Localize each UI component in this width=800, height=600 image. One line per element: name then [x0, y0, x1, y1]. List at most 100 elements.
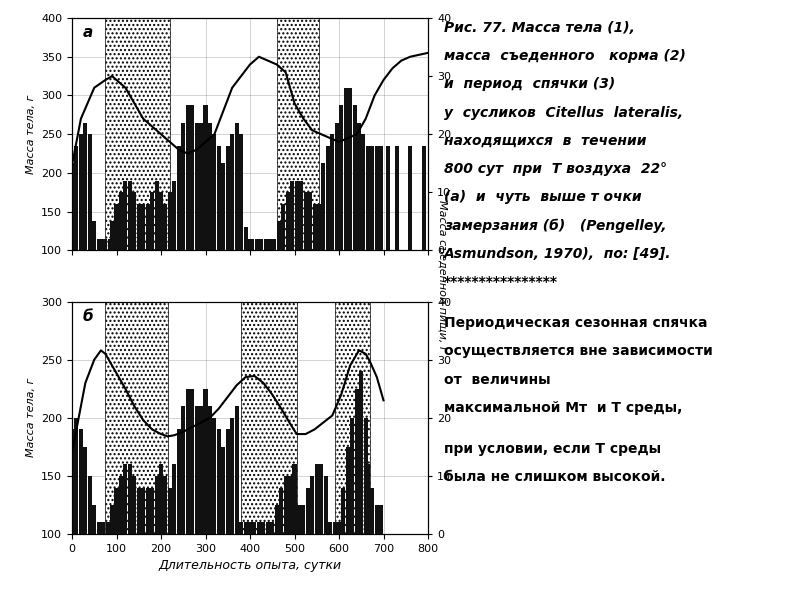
Bar	[366, 146, 370, 250]
Bar	[294, 181, 298, 250]
Bar	[364, 418, 368, 534]
Bar	[254, 239, 258, 250]
Bar	[330, 134, 334, 250]
Text: Рис. 77. Масса тела (1),: Рис. 77. Масса тела (1),	[444, 21, 635, 35]
Bar	[146, 204, 150, 250]
Bar	[119, 476, 123, 534]
Bar	[328, 523, 332, 534]
Bar	[277, 18, 319, 250]
Bar	[288, 476, 292, 534]
Bar	[324, 476, 328, 534]
Bar	[359, 371, 363, 534]
Text: 800 сут  при  Т воздуха  22°: 800 сут при Т воздуха 22°	[444, 162, 667, 176]
Text: и  период  спячки (3): и период спячки (3)	[444, 77, 615, 91]
Bar	[137, 488, 141, 534]
Text: у  сусликов  Citellus  lateralis,: у сусликов Citellus lateralis,	[444, 106, 683, 119]
Bar	[110, 505, 114, 534]
Bar	[177, 146, 181, 250]
Bar	[350, 418, 354, 534]
Bar	[199, 122, 203, 250]
Bar	[342, 488, 346, 534]
Bar	[314, 464, 318, 534]
Bar	[310, 476, 314, 534]
Bar	[239, 134, 243, 250]
Bar	[346, 447, 350, 534]
Bar	[274, 505, 278, 534]
Text: замерзания (б)   (Pengelley,: замерзания (б) (Pengelley,	[444, 218, 666, 233]
Text: от  величины: от величины	[444, 373, 550, 386]
Bar	[106, 18, 170, 250]
Bar	[317, 204, 321, 250]
Bar	[357, 122, 361, 250]
Bar	[333, 523, 337, 534]
Bar	[163, 204, 167, 250]
Bar	[141, 488, 146, 534]
Bar	[159, 193, 163, 250]
Bar	[239, 523, 243, 534]
Bar	[326, 146, 330, 250]
Bar	[286, 193, 290, 250]
Bar	[293, 464, 297, 534]
Bar	[253, 523, 257, 534]
Bar	[123, 181, 127, 250]
Bar	[230, 418, 234, 534]
Bar	[132, 476, 136, 534]
Bar	[337, 523, 341, 534]
Text: была не слишком высокой.: была не слишком высокой.	[444, 470, 666, 484]
Bar	[190, 389, 194, 534]
Bar	[348, 88, 352, 250]
Bar	[97, 523, 101, 534]
Bar	[74, 418, 78, 534]
Bar	[243, 227, 247, 250]
Bar	[172, 181, 176, 250]
Bar	[182, 122, 186, 250]
Bar	[408, 146, 412, 250]
Bar	[339, 105, 343, 250]
Bar	[379, 505, 383, 534]
Bar	[146, 488, 150, 534]
Bar	[141, 204, 146, 250]
Bar	[290, 181, 294, 250]
Bar	[101, 523, 105, 534]
Bar	[70, 430, 74, 534]
Bar	[375, 505, 379, 534]
Bar	[106, 302, 168, 534]
Bar	[177, 430, 181, 534]
Bar	[302, 505, 306, 534]
Bar	[168, 193, 172, 250]
Bar	[203, 105, 207, 250]
Bar	[186, 389, 190, 534]
Bar	[297, 505, 301, 534]
Bar	[92, 505, 96, 534]
Bar	[370, 146, 374, 250]
Bar	[172, 464, 176, 534]
Bar	[306, 488, 310, 534]
Bar	[262, 523, 266, 534]
Bar	[88, 476, 92, 534]
Bar	[282, 204, 286, 250]
Bar	[259, 239, 263, 250]
Y-axis label: Масса тела, г: Масса тела, г	[26, 95, 35, 174]
Bar	[114, 488, 118, 534]
Bar	[304, 193, 308, 250]
Bar	[88, 134, 92, 250]
Bar	[279, 488, 283, 534]
Bar	[70, 163, 74, 250]
Bar	[379, 146, 383, 250]
Bar	[123, 464, 127, 534]
Bar	[194, 122, 198, 250]
Bar	[395, 146, 399, 250]
X-axis label: Длительность опыта, сутки: Длительность опыта, сутки	[158, 559, 342, 572]
Bar	[103, 239, 107, 250]
Y-axis label: Масса тела, г: Масса тела, г	[26, 378, 35, 457]
Bar	[83, 122, 87, 250]
Bar	[334, 122, 338, 250]
Bar	[150, 488, 154, 534]
Bar	[119, 193, 123, 250]
Bar	[299, 181, 303, 250]
Bar	[234, 122, 238, 250]
Bar	[277, 221, 281, 250]
Bar	[366, 464, 370, 534]
Bar	[386, 146, 390, 250]
Bar	[154, 181, 158, 250]
